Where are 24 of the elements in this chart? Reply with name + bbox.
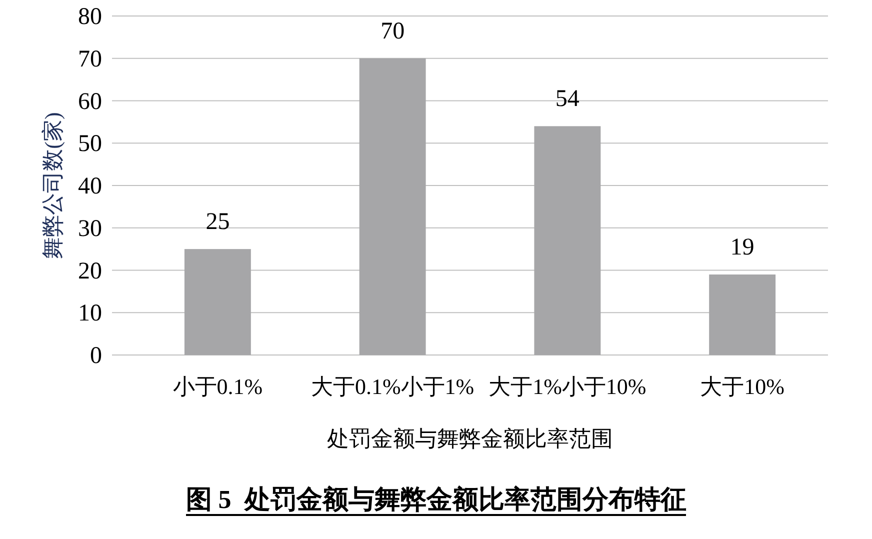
y-tick-label: 40: [78, 174, 102, 200]
y-tick-label: 20: [78, 258, 102, 284]
y-tick-label: 10: [78, 300, 102, 327]
y-axis-title: 舞弊公司数(家): [40, 112, 65, 259]
x-tick-label: 大于0.1%小于1%: [310, 374, 474, 399]
x-tick-label: 大于1%小于10%: [488, 374, 646, 399]
y-tick-label: 80: [78, 4, 102, 30]
bar: [184, 249, 251, 355]
y-tick-label: 0: [90, 343, 102, 369]
bar: [709, 274, 776, 355]
text: 图 5 处罚金额与舞弊金额比率范围分布特征: [186, 485, 686, 516]
x-axis-title: 处罚金额与舞弊金额比率范围: [327, 426, 613, 451]
y-tick-label: 70: [78, 46, 102, 72]
data-label: 19: [730, 234, 754, 260]
bar: [359, 58, 426, 355]
y-tick-label: 50: [78, 131, 102, 158]
x-tick-label: 大于10%: [700, 374, 784, 399]
data-label: 25: [206, 209, 230, 236]
data-label: 70: [380, 18, 405, 44]
x-tick-label: 小于0.1%: [172, 374, 263, 399]
bar: [534, 126, 601, 355]
y-tick-label: 30: [78, 216, 102, 242]
data-label: 54: [555, 86, 580, 112]
y-tick-label: 60: [78, 88, 102, 115]
